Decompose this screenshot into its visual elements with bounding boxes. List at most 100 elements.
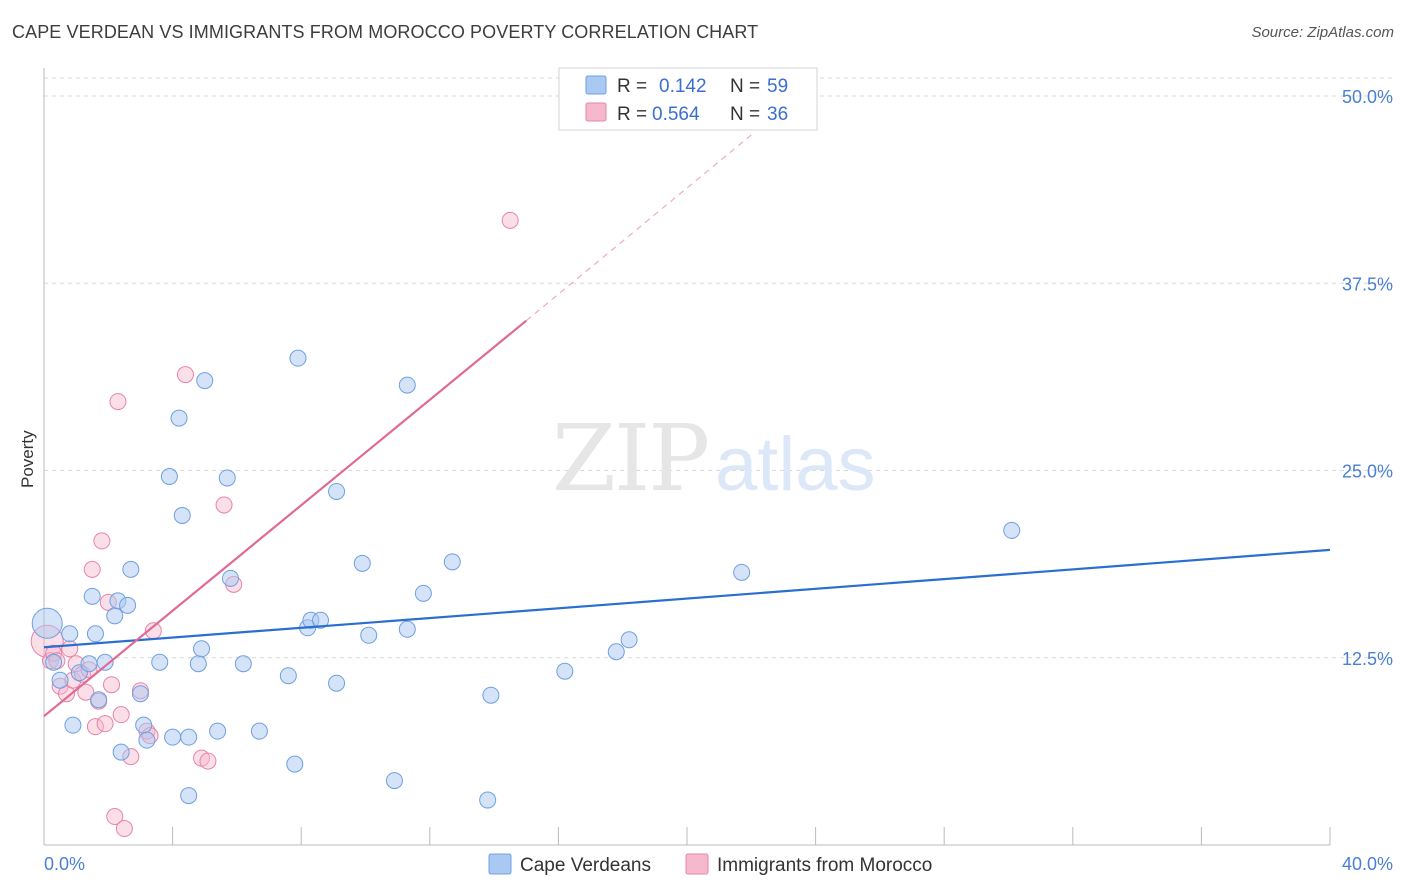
cape-verdean-point bbox=[398, 620, 416, 638]
cape-verdean-point bbox=[328, 482, 346, 500]
cape-verdean-point bbox=[51, 671, 69, 689]
cape-verdean-point bbox=[196, 372, 214, 390]
cape-verdean-point bbox=[353, 554, 371, 572]
cape-verdean-point bbox=[112, 743, 130, 761]
source-credit: Source: ZipAtlas.com bbox=[1251, 24, 1394, 41]
cape-verdean-point bbox=[289, 349, 307, 367]
legend-r-label-pink: R = bbox=[617, 104, 647, 125]
cape-verdean-point bbox=[311, 611, 329, 629]
morocco-point bbox=[501, 211, 519, 229]
cape-verdean-point bbox=[398, 376, 416, 394]
legend-n-label-blue: N = bbox=[730, 76, 760, 97]
cape-verdean-point bbox=[234, 655, 252, 673]
watermark-zip: ZIP bbox=[552, 405, 708, 512]
cape-verdean-point bbox=[1003, 521, 1021, 539]
cape-verdean-point bbox=[119, 596, 137, 614]
morocco-point bbox=[86, 718, 104, 736]
cape-verdean-point bbox=[385, 772, 403, 790]
cape-verdean-point bbox=[193, 640, 211, 658]
morocco-point bbox=[109, 393, 127, 411]
cape-verdean-point bbox=[90, 691, 108, 709]
legend-swatch-pink bbox=[585, 102, 607, 122]
cape-verdean-point bbox=[170, 409, 188, 427]
cape-verdean-point bbox=[218, 469, 236, 487]
cape-verdean-point bbox=[86, 625, 104, 643]
cape-verdean-point bbox=[138, 731, 156, 749]
cape-verdean-point bbox=[31, 607, 63, 639]
trend-lines bbox=[43, 134, 1331, 718]
cape-verdean-point bbox=[733, 563, 751, 581]
bottom-legend-label-blue: Cape Verdeans bbox=[520, 855, 651, 876]
legend-swatch-blue bbox=[585, 75, 607, 95]
cape-verdean-point bbox=[151, 653, 169, 671]
morocco-point bbox=[77, 683, 95, 701]
morocco-point bbox=[176, 366, 194, 384]
cape-verdean-point bbox=[64, 716, 82, 734]
cape-verdean-point bbox=[620, 631, 638, 649]
morocco-point bbox=[93, 532, 111, 550]
cape-verdean-point bbox=[164, 728, 182, 746]
cape-verdean-point bbox=[83, 587, 101, 605]
legend-r-value-blue: 0.142 bbox=[659, 76, 707, 97]
legend-n-value-pink: 36 bbox=[767, 104, 788, 125]
legend-r-value-pink: 0.564 bbox=[652, 104, 700, 125]
morocco-point bbox=[103, 676, 121, 694]
chart-title: CAPE VERDEAN VS IMMIGRANTS FROM MOROCCO … bbox=[12, 22, 759, 42]
cape-verdean-point bbox=[328, 674, 346, 692]
cape-verdean-point bbox=[173, 506, 191, 524]
cape-verdean-point bbox=[482, 686, 500, 704]
cape-verdean-point bbox=[96, 653, 114, 671]
cape-verdean-point bbox=[160, 467, 178, 485]
morocco-points bbox=[30, 211, 519, 838]
bottom-legend-swatch-blue bbox=[488, 853, 512, 875]
cape-verdean-point bbox=[443, 553, 461, 571]
cape-verdean-point bbox=[180, 787, 198, 805]
cape-verdean-point bbox=[286, 755, 304, 773]
morocco-point bbox=[215, 496, 233, 514]
cape-verdean-points bbox=[31, 349, 1021, 809]
cape-verdean-point bbox=[360, 626, 378, 644]
morocco-point bbox=[83, 560, 101, 578]
y-tick-label: 25.0% bbox=[1342, 462, 1393, 482]
cape-verdean-point bbox=[279, 667, 297, 685]
x-tick-label: 40.0% bbox=[1342, 854, 1393, 874]
morocco-point bbox=[199, 752, 217, 770]
y-axis-label: Poverty bbox=[18, 430, 37, 488]
watermark: ZIP atlas bbox=[552, 405, 876, 512]
grid bbox=[44, 77, 1392, 659]
cape-verdean-point bbox=[135, 716, 153, 734]
morocco-point bbox=[96, 715, 114, 733]
morocco-trend-line bbox=[43, 319, 527, 718]
cape-verdean-point bbox=[106, 607, 124, 625]
morocco-point bbox=[106, 808, 124, 826]
bottom-legend-label-pink: Immigrants from Morocco bbox=[717, 855, 932, 876]
cape-verdean-point bbox=[80, 655, 98, 673]
bottom-legend-swatch-pink bbox=[685, 853, 709, 875]
cape-verdean-point bbox=[607, 643, 625, 661]
cape-verdean-point bbox=[61, 625, 79, 643]
legend-r-label-blue: R = bbox=[617, 76, 647, 97]
cape-verdean-point bbox=[45, 653, 63, 671]
cape-verdean-point bbox=[414, 584, 432, 602]
cape-verdean-point bbox=[556, 662, 574, 680]
cape-verdean-point bbox=[131, 685, 149, 703]
tick-labels: 12.5% 25.0% 37.5% 50.0% 0.0% 40.0% bbox=[44, 87, 1393, 874]
cape-verdean-point bbox=[221, 569, 239, 587]
morocco-trend-extension bbox=[525, 134, 752, 322]
y-tick-label: 12.5% bbox=[1342, 649, 1393, 669]
morocco-point bbox=[112, 706, 130, 724]
cape-verdean-point bbox=[180, 728, 198, 746]
morocco-point bbox=[61, 640, 79, 658]
cape-verdean-point bbox=[189, 655, 207, 673]
cape-verdean-trend-line bbox=[43, 548, 1331, 649]
cape-verdean-point bbox=[209, 722, 227, 740]
legend-n-value-blue: 59 bbox=[767, 76, 788, 97]
bottom-legend: Cape Verdeans Immigrants from Morocco bbox=[488, 853, 932, 876]
y-tick-label: 37.5% bbox=[1342, 274, 1393, 294]
y-tick-label: 50.0% bbox=[1342, 87, 1393, 107]
legend-n-label-pink: N = bbox=[730, 104, 760, 125]
x-tick-label: 0.0% bbox=[44, 854, 85, 874]
legend: R = 0.142 N = 59 R = 0.564 N = 36 bbox=[558, 67, 818, 131]
morocco-point bbox=[115, 820, 133, 838]
